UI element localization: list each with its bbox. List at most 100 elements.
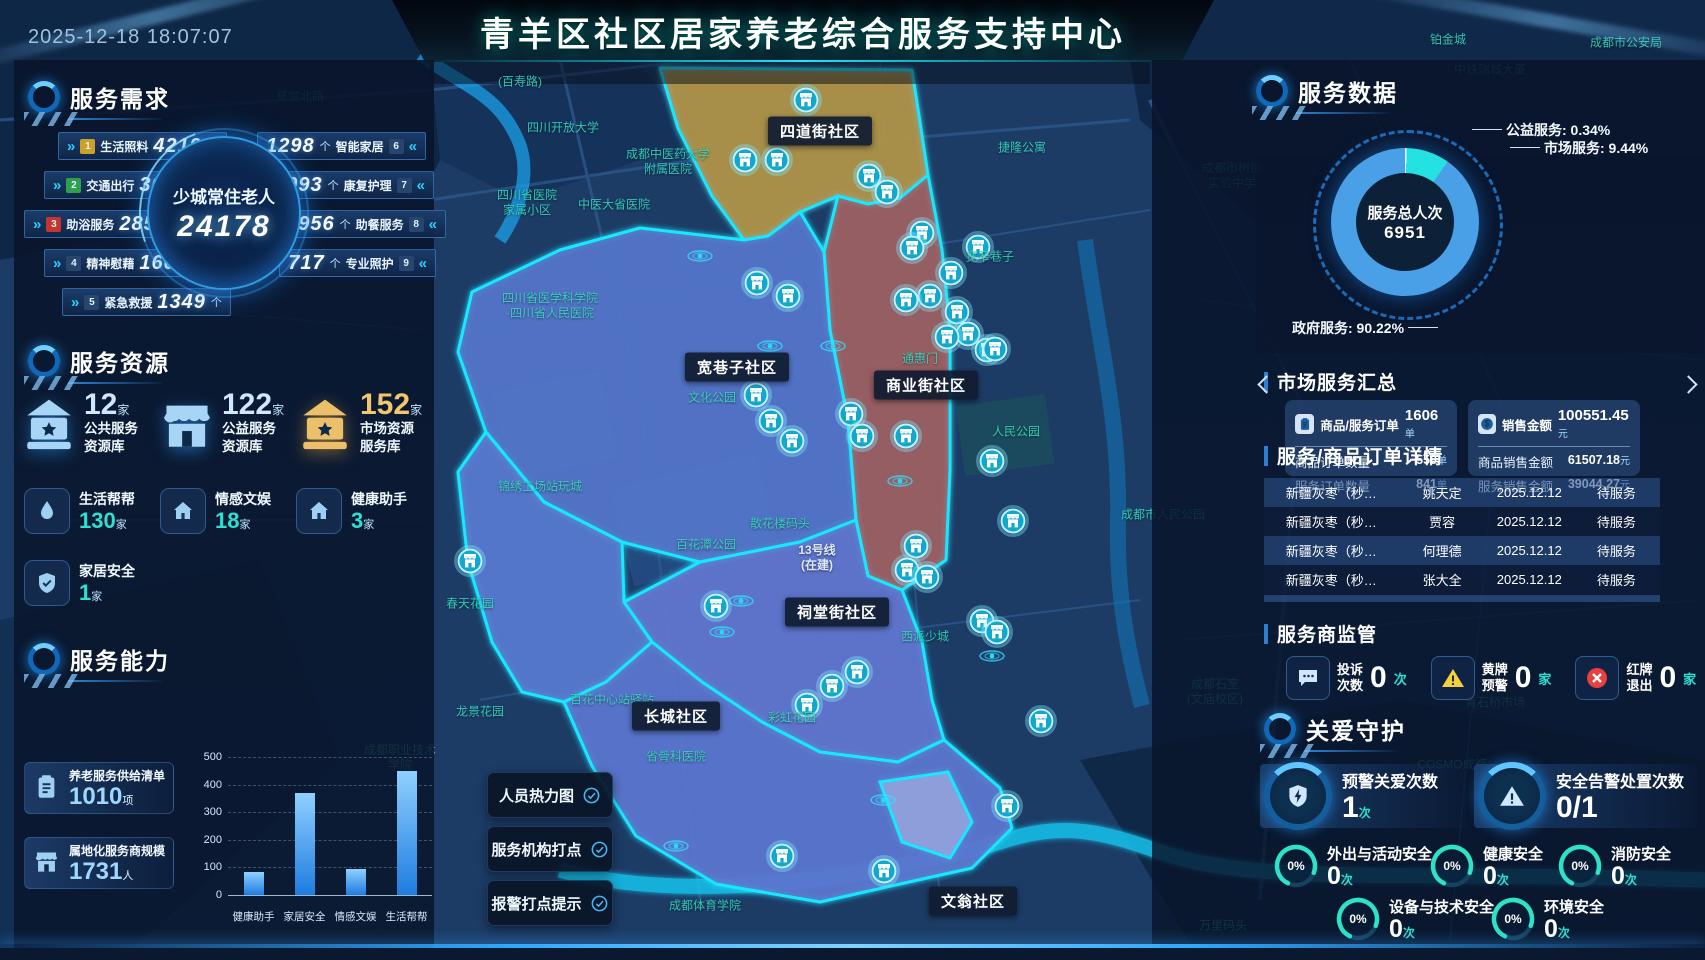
droplet-icon: [24, 488, 70, 534]
care-value-row: 0/1: [1556, 792, 1684, 824]
demand-label: 交通出行: [86, 178, 135, 193]
rank-badge: 6: [388, 138, 404, 154]
store-marker-icon[interactable]: [900, 530, 932, 562]
category-text: 生活帮帮 130家: [79, 489, 135, 533]
order-customer: 姚天定: [1422, 486, 1462, 501]
ring-icon: [1264, 713, 1296, 745]
care-text: 预警关爱次数 1次: [1342, 768, 1438, 824]
store-marker-icon[interactable]: [991, 790, 1023, 822]
community-label-长城社区[interactable]: 长城社区: [631, 701, 721, 731]
service-data-donut: 服务总人次 6951 公益服务: 0.34% 市场服务: 9.44% 政府服务:…: [1256, 118, 1704, 353]
store-marker-icon[interactable]: [841, 656, 873, 688]
store-marker-icon[interactable]: [890, 420, 922, 452]
map-button-人员热力图[interactable]: 人员热力图: [487, 772, 613, 818]
store-marker-icon[interactable]: [700, 590, 732, 622]
gauge-text: 环境安全 0次: [1544, 896, 1604, 942]
store-marker-icon[interactable]: [454, 545, 486, 577]
care-value: 1: [1342, 791, 1359, 825]
summary-next-button[interactable]: [1679, 375, 1698, 394]
care-stat-安全告警处置次数: 安全告警处置次数 0/1: [1474, 762, 1698, 830]
store-marker-icon[interactable]: [935, 257, 967, 289]
community-area-四道街社区[interactable]: [658, 66, 930, 242]
store-marker-icon[interactable]: [766, 840, 798, 872]
bottom-glow-line: [0, 944, 1705, 948]
section-header-resources: 服务资源: [24, 344, 170, 390]
divider: [68, 382, 162, 384]
community-label-宽巷子社区[interactable]: 宽巷子社区: [684, 352, 790, 382]
summary-header-unit: 单: [1404, 429, 1415, 440]
store-marker-icon[interactable]: [729, 144, 761, 176]
capability-unit: 人: [122, 870, 134, 882]
gauge-value: 0: [1327, 862, 1341, 890]
y-axis-tick: 400: [203, 778, 222, 791]
store-marker-icon[interactable]: [976, 445, 1008, 477]
community-label-四道街社区[interactable]: 四道街社区: [767, 116, 873, 146]
order-row[interactable]: 新疆灰枣（秒… 贾容 2025.12.12 待服务: [1264, 507, 1660, 536]
y-axis-tick: 500: [203, 751, 222, 763]
store-marker-icon[interactable]: [868, 855, 900, 887]
store-marker-icon[interactable]: [761, 144, 793, 176]
store-marker-icon[interactable]: [741, 267, 773, 299]
supervision-label: 投诉 次数: [1337, 661, 1364, 693]
store-marker-icon[interactable]: [853, 160, 885, 192]
population-value: 24178: [177, 209, 271, 243]
gauge-ring-icon: 0%: [1272, 842, 1320, 890]
shield-bolt-icon: [1264, 762, 1332, 830]
order-row[interactable]: 新疆灰枣（秒… 张大全 2025.12.12 待服务: [1264, 565, 1660, 594]
store-marker-icon[interactable]: [931, 321, 963, 353]
store-marker-icon[interactable]: [981, 616, 1013, 648]
supervision-value: 0: [1370, 661, 1387, 694]
bottom-band: [0, 948, 1705, 960]
store-marker-icon[interactable]: [846, 420, 878, 452]
community-label-祠堂街社区[interactable]: 祠堂街社区: [784, 597, 890, 627]
page-title: 青羊区社区居家养老综合服务支持中心: [480, 15, 1126, 54]
store-marker-icon[interactable]: [941, 296, 973, 328]
store-marker-icon[interactable]: [896, 232, 928, 264]
order-row[interactable]: 新疆灰枣（秒… 姚天定 2025.12.12 待服务: [1264, 478, 1660, 507]
store-marker-icon[interactable]: [997, 505, 1029, 537]
left-panel: 服务需求 »1生活照料4219个»2交通出行3041个»3助浴服务2853个»4…: [14, 60, 446, 950]
subsection-title: 市场服务汇总: [1277, 373, 1398, 394]
category-label: 家居安全: [79, 562, 135, 579]
store-marker-icon[interactable]: [755, 405, 787, 437]
ring-icon: [28, 345, 60, 377]
subsection-title: 服务商监管: [1277, 625, 1378, 646]
store-marker-icon[interactable]: [835, 398, 867, 430]
store-marker-icon[interactable]: [772, 280, 804, 312]
store-marker-icon[interactable]: [911, 561, 943, 593]
order-date: 2025.12.12: [1496, 572, 1562, 587]
care-stat-预警关爱次数: 预警关爱次数 1次: [1260, 762, 1466, 830]
store-marker-icon[interactable]: [776, 425, 808, 457]
care-gauge-外出与活动安全: 0% 外出与活动安全 0次: [1272, 842, 1432, 890]
category-label: 情感文娱: [215, 490, 271, 507]
section-title: 服务能力: [70, 648, 170, 674]
community-label-文翁社区[interactable]: 文翁社区: [928, 886, 1018, 916]
store-marker-icon[interactable]: [979, 333, 1011, 365]
store-marker-icon[interactable]: [1025, 705, 1057, 737]
summary-row-value: 550单: [1416, 453, 1447, 467]
store-marker-icon[interactable]: [790, 84, 822, 116]
store-marker-icon[interactable]: [962, 231, 994, 263]
store-marker-icon[interactable]: [791, 689, 823, 721]
order-row[interactable]: 新疆灰枣（秒… 何理德 2025.12.12 待服务: [1264, 536, 1660, 565]
store-marker-icon[interactable]: [816, 670, 848, 702]
x-axis-label: 家居安全: [283, 911, 326, 923]
store-marker-icon[interactable]: [871, 176, 903, 208]
map-button-报警打点提示[interactable]: 报警打点提示: [487, 880, 613, 926]
capability-bar-chart: 0 100 200 300 400 500 健康助手 家居安全 情感文娱 生活帮帮: [194, 751, 432, 923]
capability-label: 属地化服务商规模: [68, 844, 165, 858]
resource-libraries: 12家 公共服务 资源库 122家 公益服务 资源库 152家 市场资源 服务库: [20, 390, 434, 456]
map-button-服务机构打点[interactable]: 服务机构打点: [487, 826, 613, 872]
clipboard-icon: [33, 773, 60, 803]
rank-badge: 1: [80, 138, 96, 154]
supervision-黄牌预警: 黄牌 预警 0 家: [1430, 656, 1551, 700]
demand-unit: 个: [329, 258, 341, 270]
store-marker-icon[interactable]: [740, 379, 772, 411]
gridline: [228, 812, 432, 814]
store-marker-icon[interactable]: [890, 284, 922, 316]
store-marker-icon[interactable]: [952, 318, 984, 350]
storefront-icon: [33, 848, 60, 878]
category-value-row: 1家: [79, 580, 135, 605]
order-status: 待服务: [1596, 486, 1636, 501]
community-label-商业街社区[interactable]: 商业街社区: [873, 370, 979, 400]
